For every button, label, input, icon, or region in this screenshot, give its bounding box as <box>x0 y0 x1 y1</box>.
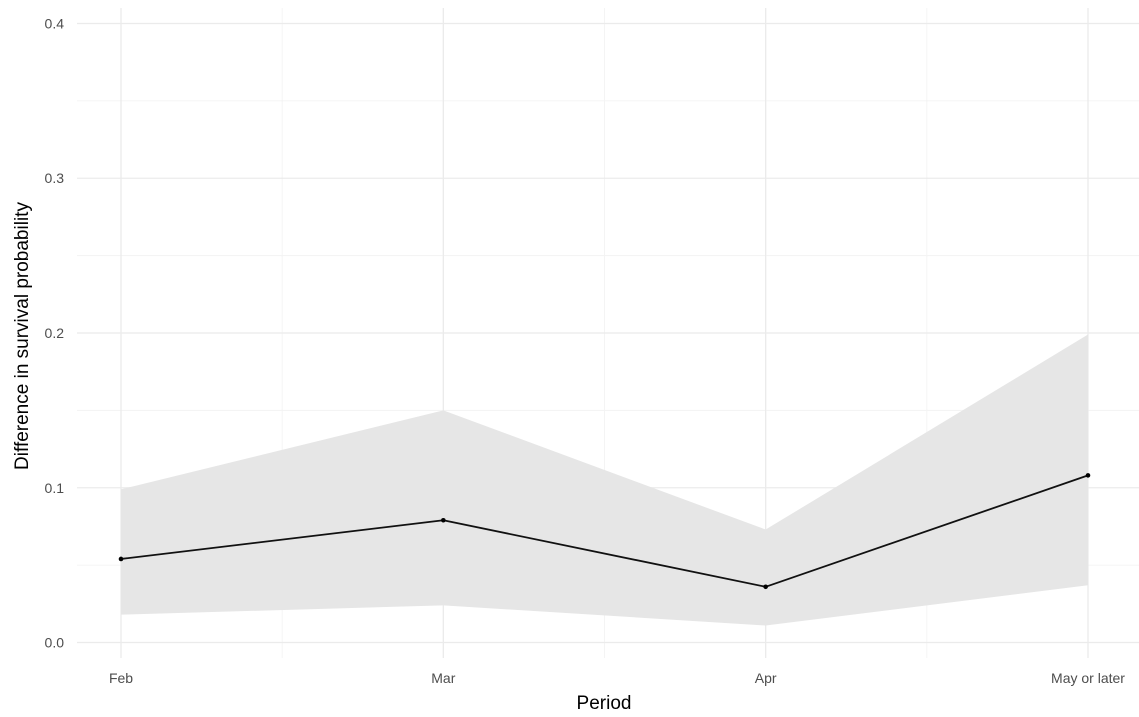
data-point-apr <box>763 584 768 590</box>
x-tick-label: Apr <box>755 670 777 686</box>
y-axis-ticks: 0.0 0.1 0.2 0.3 0.4 <box>45 15 65 650</box>
confidence-ribbon <box>121 334 1088 626</box>
data-point-feb <box>118 556 124 562</box>
x-tick-label: Feb <box>109 670 133 686</box>
y-tick-label: 0.2 <box>45 325 65 341</box>
y-tick-label: 0.1 <box>45 480 65 496</box>
y-tick-label: 0.3 <box>45 170 65 186</box>
y-tick-label: 0.0 <box>45 635 65 651</box>
y-axis-title: Difference in survival probability <box>12 202 33 470</box>
data-point-may-or-later <box>1085 473 1091 478</box>
confidence-band <box>121 334 1088 626</box>
y-tick-label: 0.4 <box>45 15 65 31</box>
data-point-mar <box>441 517 446 523</box>
x-tick-label: Mar <box>431 670 455 686</box>
series-lines <box>120 474 1089 588</box>
x-tick-label: May or later <box>1051 670 1125 686</box>
x-axis-title: Period <box>577 693 632 714</box>
series-line <box>120 474 1089 588</box>
x-axis-ticks: Feb Mar Apr May or later <box>109 670 1125 686</box>
series-points <box>118 473 1091 590</box>
